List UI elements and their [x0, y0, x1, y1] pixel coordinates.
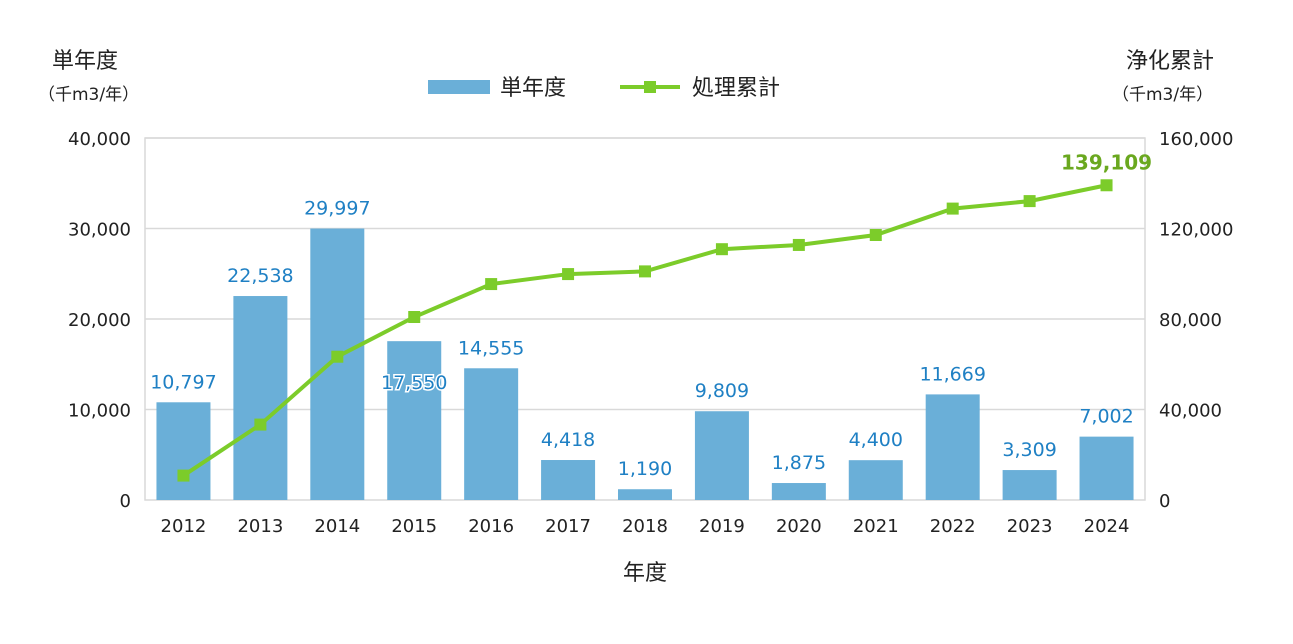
line-point-2020 — [792, 238, 805, 251]
bar-2017 — [541, 460, 596, 500]
legend-line-label: 処理累計 — [692, 76, 780, 101]
line-point-2012 — [177, 469, 190, 482]
legend-line-marker — [644, 81, 656, 93]
left-axis-unit: （千m3/年） — [38, 85, 139, 105]
bar-label-2014: 29,997 — [304, 198, 370, 220]
left-tick-label: 30,000 — [68, 220, 131, 241]
x-tick-label: 2016 — [468, 516, 514, 537]
right-tick-label: 80,000 — [1159, 310, 1222, 331]
bar-2024 — [1079, 436, 1134, 500]
line-point-2019 — [715, 243, 728, 256]
line-point-2014 — [331, 350, 344, 363]
bar-label-2017: 4,418 — [541, 429, 595, 451]
line-point-2022 — [946, 202, 959, 215]
line-point-2015 — [408, 311, 421, 324]
legend: 単年度 処理累計 — [428, 76, 780, 101]
right-tick-label: 160,000 — [1159, 129, 1233, 150]
x-tick-label: 2012 — [161, 516, 207, 537]
left-axis-title: 単年度 — [52, 49, 118, 74]
left-tick-label: 40,000 — [68, 129, 131, 150]
x-tick-label: 2017 — [545, 516, 591, 537]
bar-label-2018: 1,190 — [618, 458, 672, 480]
line-point-2017 — [562, 268, 575, 281]
line-point-2016 — [485, 278, 498, 291]
x-tick-label: 2024 — [1084, 516, 1130, 537]
right-axis-title: 浄化累計 — [1126, 49, 1214, 74]
left-tick-label: 10,000 — [68, 401, 131, 422]
x-tick-label: 2019 — [699, 516, 745, 537]
line-point-2013 — [254, 418, 267, 431]
x-tick-label: 2022 — [930, 516, 976, 537]
bar-label-2015: 17,550 — [381, 372, 447, 394]
right-tick-label: 0 — [1159, 491, 1170, 512]
bar-label-2020: 1,875 — [772, 452, 826, 474]
bar-label-2019: 9,809 — [695, 380, 749, 402]
bar-2014 — [310, 228, 365, 500]
left-tick-label: 0 — [120, 491, 131, 512]
bar-label-2024: 7,002 — [1079, 406, 1133, 428]
bar-2021 — [848, 460, 903, 500]
bar-2020 — [771, 483, 826, 500]
bar-2013 — [233, 296, 288, 500]
bar-2022 — [925, 394, 980, 500]
x-tick-label: 2018 — [622, 516, 668, 537]
bar-2012 — [156, 402, 211, 500]
right-tick-label: 40,000 — [1159, 401, 1222, 422]
bar-2019 — [694, 411, 749, 500]
bar-label-2021: 4,400 — [849, 429, 903, 451]
line-point-2023 — [1023, 195, 1036, 208]
x-tick-label: 2015 — [391, 516, 437, 537]
x-tick-label: 2014 — [314, 516, 360, 537]
right-tick-label: 120,000 — [1159, 220, 1233, 241]
bar-label-2023: 3,309 — [1002, 439, 1056, 461]
bar-label-2016: 14,555 — [458, 337, 524, 359]
bar-label-2013: 22,538 — [227, 265, 293, 287]
bar-2015 — [387, 341, 442, 500]
right-axis-unit: （千m3/年） — [1112, 85, 1213, 105]
line-point-2021 — [869, 228, 882, 241]
line-last-label: 139,109 — [1061, 150, 1152, 174]
x-tick-label: 2021 — [853, 516, 899, 537]
x-tick-label: 2020 — [776, 516, 822, 537]
x-tick-label: 2013 — [237, 516, 283, 537]
bar-label-2022: 11,669 — [919, 363, 985, 385]
bar-2016 — [464, 368, 519, 500]
legend-bar-swatch — [428, 80, 490, 94]
line-point-2018 — [639, 265, 651, 278]
x-axis-title: 年度 — [623, 561, 667, 586]
left-tick-label: 20,000 — [68, 310, 131, 331]
legend-bar-label: 単年度 — [500, 76, 566, 101]
bar-2018 — [618, 489, 672, 500]
bar-label-2012: 10,797 — [150, 371, 216, 393]
x-tick-label: 2023 — [1007, 516, 1053, 537]
line-point-2024 — [1100, 179, 1113, 192]
bar-2023 — [1002, 470, 1057, 500]
